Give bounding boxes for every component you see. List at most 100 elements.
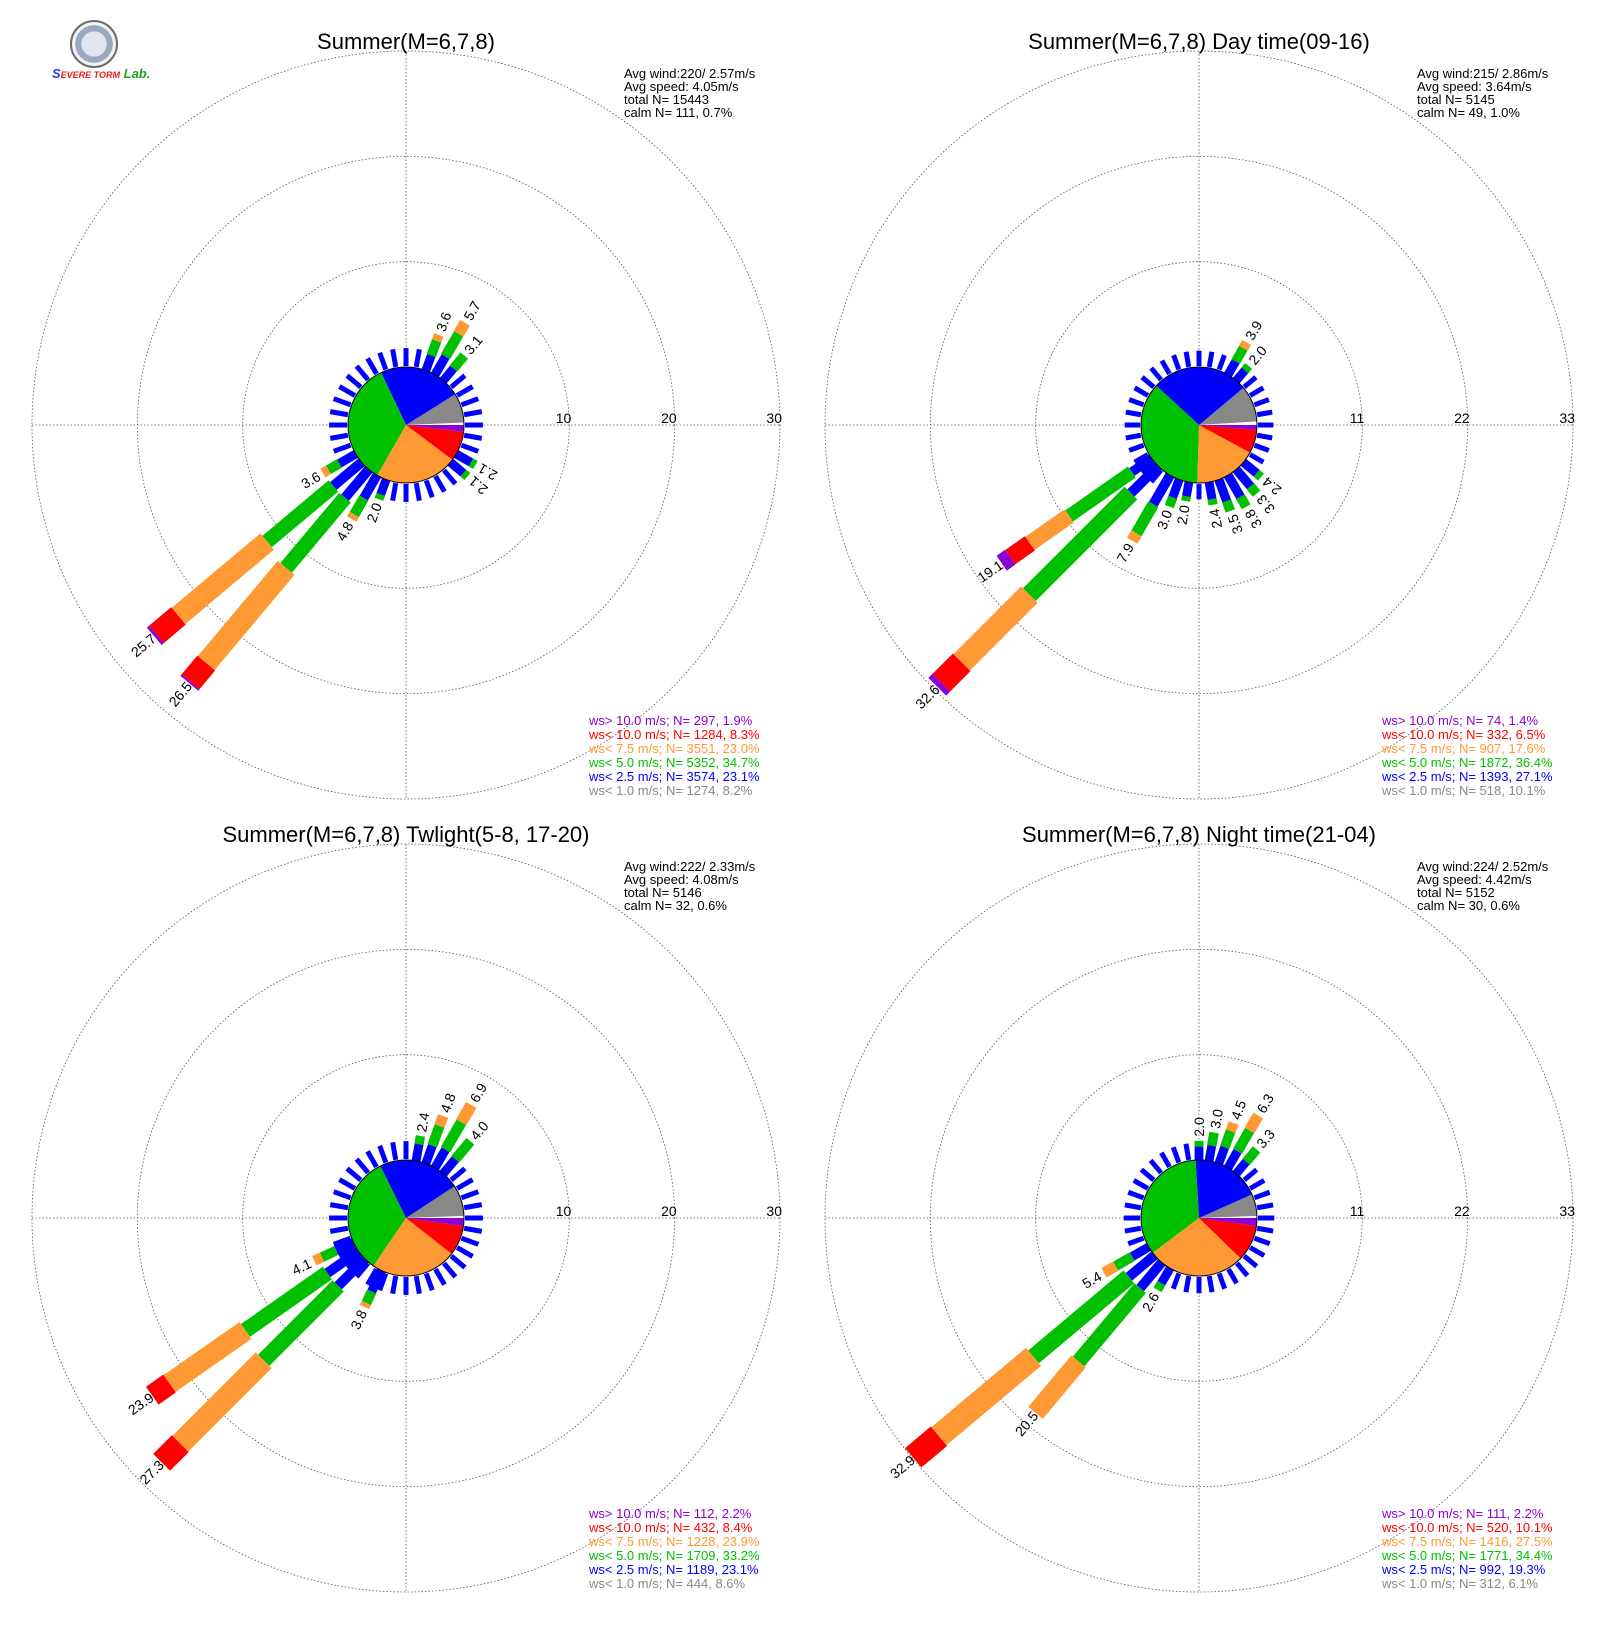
wind-bar-segment [1127, 462, 1162, 497]
wind-bar-11 [1224, 339, 1252, 377]
wind-bar-5 [431, 1101, 477, 1171]
stat-avg-speed: Avg speed: 4.08m/s [624, 872, 739, 887]
minor-direction-bar [1133, 452, 1150, 465]
wind-bar-segment [1129, 1243, 1152, 1261]
stat-calm: calm N= 111, 0.7% [624, 105, 733, 120]
wind-bar-segment [453, 319, 470, 337]
pie-slice-gt10 [1199, 425, 1257, 431]
wind-bar-segment [426, 339, 442, 358]
minor-direction-bar [1159, 359, 1172, 376]
minor-direction-bar [1139, 1167, 1156, 1182]
minor-direction-bar [449, 1254, 467, 1270]
minor-direction-bar [1256, 1202, 1274, 1211]
wind-bar-segment [312, 1252, 325, 1266]
wind-bar-segment [905, 1426, 948, 1468]
pie-slice-lt7_5 [373, 1218, 452, 1276]
minor-direction-bar [449, 1166, 467, 1182]
wind-bar-segment [180, 674, 200, 691]
minor-direction-bar [442, 468, 458, 486]
ring-label-2: 20 [661, 1203, 677, 1219]
wind-bar-segment [421, 1144, 437, 1166]
wind-bar-segment [434, 1114, 449, 1128]
pie-slice-lt5 [1140, 1160, 1199, 1253]
wind-bar-segment [1238, 339, 1252, 351]
wind-bar-segment [341, 466, 373, 501]
wind-bar-6 [1204, 481, 1218, 506]
wind-bar-1 [928, 462, 1162, 696]
bar-value-label: 4.0 [467, 1118, 492, 1143]
wind-bar-segment [996, 549, 1016, 571]
legend-entry-lt10: ws< 10.0 m/s; N= 1284, 8.3% [588, 727, 760, 742]
wind-bar-segment [1131, 501, 1159, 537]
pie-outline [347, 366, 465, 484]
wind-bar-5 [374, 477, 391, 501]
wind-bar-6 [421, 1114, 449, 1166]
logo-text-lab: Lab. [123, 66, 151, 81]
wind-bar-segment [1182, 481, 1194, 498]
pie-slice-lt2_5 [1156, 367, 1244, 425]
bar-value-label: 3.1 [461, 332, 486, 357]
wind-bar-segment [1157, 1265, 1174, 1286]
wind-bar-segment [431, 1147, 450, 1171]
bar-value-label: 5.7 [460, 298, 484, 323]
wind-bar-segment [324, 1247, 362, 1278]
lab-logo-text: SEVERE TORM Lab. [52, 66, 150, 81]
minor-direction-bar [413, 1275, 422, 1295]
minor-direction-bar [338, 1177, 357, 1191]
wind-bar-4 [1101, 1243, 1152, 1278]
wind-bar-segment [1232, 367, 1249, 384]
stat-avg-wind: Avg wind:220/ 2.57m/s [624, 66, 756, 81]
minor-direction-bar [1256, 432, 1273, 441]
ring-label-3: 30 [766, 1203, 782, 1219]
wind-bar-segment [1232, 466, 1254, 490]
legend-entry-lt7-5: ws< 7.5 m/s; N= 1416, 27.5% [1381, 1534, 1553, 1549]
wind-bar-2 [996, 454, 1155, 571]
minor-direction-bar [423, 479, 435, 499]
range-ring-1 [242, 1054, 570, 1382]
wind-bar-segment [431, 354, 450, 378]
windrose-panel-1: 10 20 3026.525.74.83.62.05.73.63.12.12.1Su… [31, 29, 782, 800]
pie-slice-lt5 [348, 372, 406, 476]
minor-direction-bar [460, 442, 480, 454]
wind-bar-segment [1207, 1131, 1219, 1147]
wind-bar-3 [347, 472, 382, 522]
minor-direction-bar [377, 1272, 389, 1292]
wind-bar-segment [1065, 466, 1136, 522]
legend-entry-lt2-5: ws< 2.5 m/s; N= 1189, 23.1% [588, 1562, 759, 1577]
legend-entry-lt2-5: ws< 2.5 m/s; N= 1393, 27.1% [1381, 769, 1553, 784]
wind-bar-segment [334, 1255, 369, 1290]
minor-direction-bar [1216, 1272, 1228, 1290]
wind-bar-segment [456, 1101, 477, 1126]
wind-bar-segment [1232, 1158, 1250, 1177]
legend-entry-lt10: ws< 10.0 m/s; N= 432, 8.4% [588, 1520, 753, 1535]
minor-direction-bar [1235, 1261, 1250, 1278]
pie-slice-lt1 [1199, 1194, 1257, 1218]
minor-direction-bar [449, 373, 467, 389]
pie-slice-calm [406, 1215, 464, 1218]
bar-value-label: 4.1 [289, 1255, 314, 1278]
wind-bar-7 [1214, 477, 1235, 513]
minor-direction-bar [1133, 385, 1150, 398]
wind-bar-segment [1204, 481, 1217, 500]
stat-avg-speed: Avg speed: 4.05m/s [624, 79, 739, 94]
ring-label-2: 22 [1454, 410, 1470, 426]
bar-value-label: 3.6 [433, 310, 455, 334]
pie-slice-lt5 [1141, 385, 1199, 483]
minor-direction-bar [442, 1261, 458, 1279]
range-ring-1 [242, 261, 570, 589]
legend-entry-lt5: ws< 5.0 m/s; N= 5352, 34.7% [588, 755, 760, 770]
wind-bar-3 [359, 1268, 386, 1309]
legend-entry-lt7-5: ws< 7.5 m/s; N= 1228, 23.9% [588, 1534, 760, 1549]
wind-bar-segment [146, 625, 164, 646]
minor-direction-bar [365, 1150, 379, 1169]
stat-avg-wind: Avg wind:222/ 2.33m/s [624, 859, 756, 874]
pie-slice-lt10 [406, 1218, 464, 1254]
minor-direction-bar [354, 1157, 370, 1175]
panel-title: Summer(M=6,7,8) [317, 29, 495, 54]
minor-direction-bar [1124, 1202, 1142, 1211]
wind-bar-segment [181, 655, 216, 690]
minor-direction-bar [1127, 1235, 1145, 1247]
minor-direction-bar [354, 364, 370, 382]
wind-bar-7 [421, 333, 444, 373]
stat-total: total N= 5145 [1417, 92, 1495, 107]
